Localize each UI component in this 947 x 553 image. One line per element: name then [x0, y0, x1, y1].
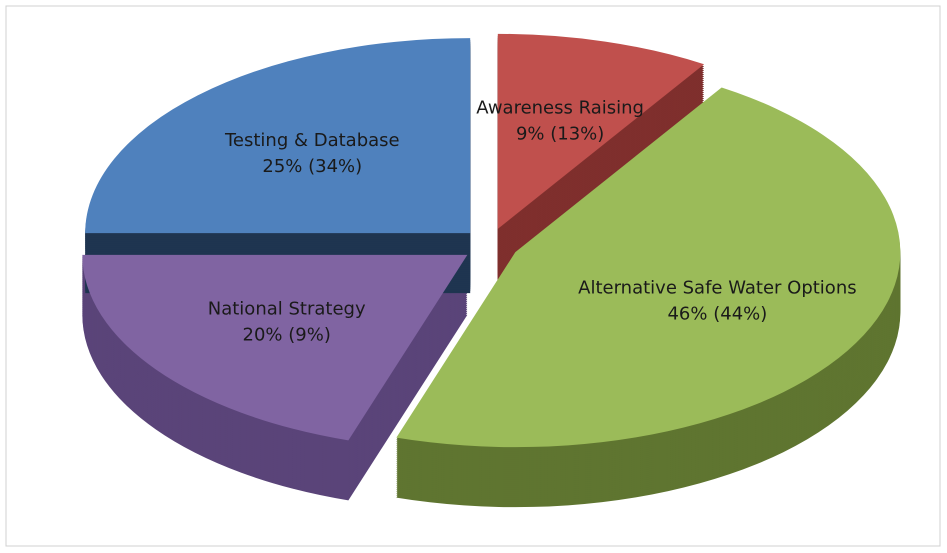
value-label: 9% (13%): [516, 123, 604, 144]
slice-label: Alternative Safe Water Options: [578, 277, 856, 298]
slice-label: National Strategy: [208, 298, 366, 319]
slice-label: Awareness Raising: [476, 97, 644, 118]
slice: [396, 87, 901, 448]
slice: [82, 254, 468, 441]
slice: [85, 38, 471, 234]
slice: [497, 33, 705, 229]
value-label: 25% (34%): [262, 156, 362, 177]
value-label: 20% (9%): [243, 324, 331, 345]
slice-tops: [82, 33, 901, 448]
value-label: 46% (44%): [667, 303, 767, 324]
slice-label: Testing & Database: [224, 130, 400, 151]
labels: Awareness Raising 9% (13%) Alternative Saf…: [208, 97, 857, 345]
